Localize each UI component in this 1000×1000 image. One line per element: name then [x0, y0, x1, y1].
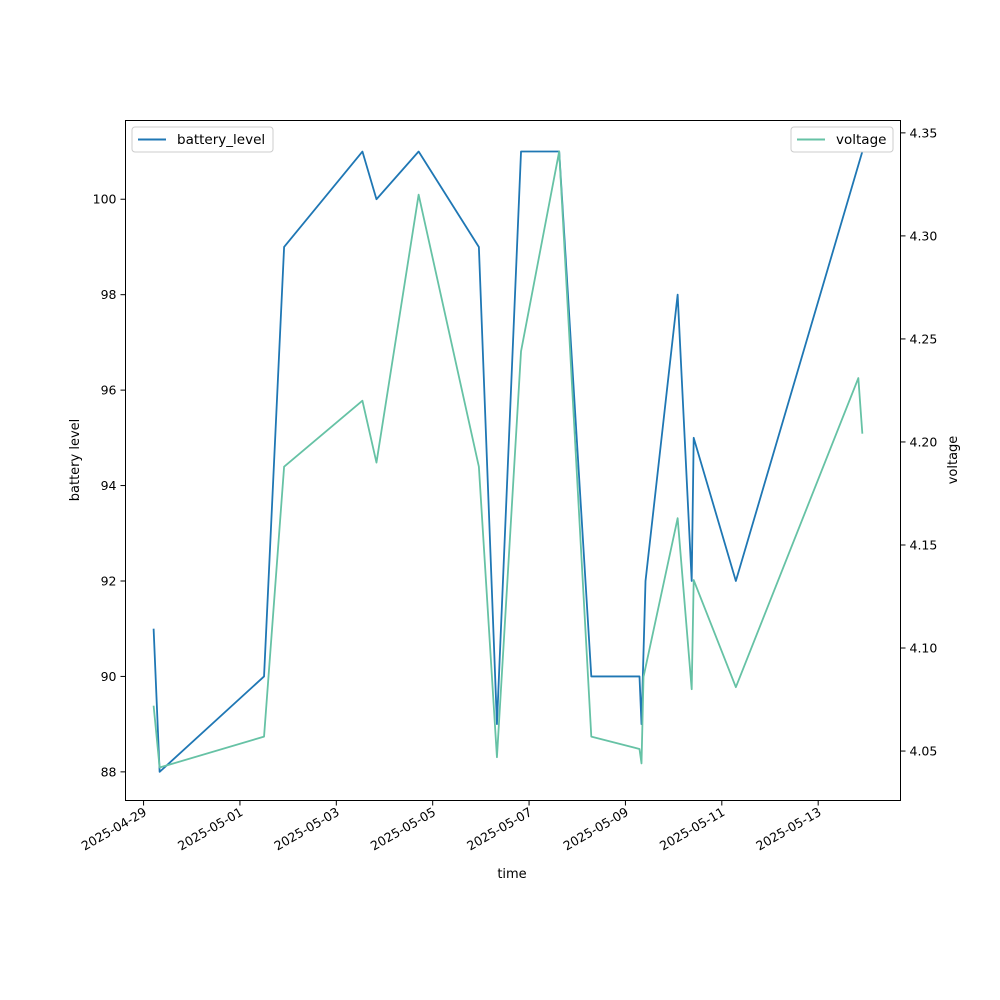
y-left-tick-label: 88 — [101, 764, 117, 779]
x-tick-label: 2025-05-07 — [464, 804, 534, 853]
legend-battery-level: battery_level — [131, 126, 274, 153]
series-line-battery-level — [152, 150, 864, 773]
legend-label-voltage: voltage — [836, 132, 886, 148]
y-left-tick-label: 100 — [93, 192, 117, 207]
legend-voltage: voltage — [790, 126, 894, 153]
x-tick-label: 2025-05-09 — [561, 804, 631, 853]
x-tick-label: 2025-05-05 — [368, 804, 438, 853]
y-left-tick-label: 94 — [101, 478, 117, 493]
y-right-tick-label: 4.25 — [910, 331, 938, 346]
plot-frame — [125, 120, 901, 801]
y-right-tick-label: 4.15 — [910, 537, 938, 552]
x-axis-label: time — [497, 867, 526, 882]
x-tick-label: 2025-05-01 — [175, 804, 245, 853]
x-tick-label: 2025-05-13 — [753, 804, 823, 853]
y-left-axis-label: battery level — [68, 419, 83, 502]
y-right-tick-label: 4.35 — [910, 125, 938, 140]
x-axis-ticks: 2025-04-29 2025-05-01 2025-05-03 2025-05-05… — [79, 800, 824, 853]
y-left-tick-label: 90 — [101, 669, 117, 684]
y-left-tick-label: 98 — [101, 287, 117, 302]
y-left-tick-label: 96 — [101, 383, 117, 398]
y-left-axis-ticks: 88 90 92 94 96 98 100 — [93, 192, 126, 779]
x-tick-label: 2025-04-29 — [79, 804, 149, 853]
y-left-tick-label: 92 — [101, 573, 117, 588]
series-line-voltage — [152, 150, 864, 769]
x-tick-label: 2025-05-03 — [271, 804, 341, 853]
legend-label-battery-level: battery_level — [177, 132, 265, 148]
x-tick-label: 2025-05-11 — [657, 804, 727, 853]
y-right-tick-label: 4.30 — [910, 228, 938, 243]
y-right-tick-label: 4.05 — [910, 744, 938, 759]
y-right-axis-label: voltage — [946, 436, 961, 485]
y-right-tick-label: 4.10 — [910, 641, 938, 656]
y-right-tick-label: 4.20 — [910, 434, 938, 449]
series-layer — [152, 150, 864, 773]
y-right-axis-ticks: 4.05 4.10 4.15 4.20 4.25 4.30 4.35 — [900, 125, 938, 759]
